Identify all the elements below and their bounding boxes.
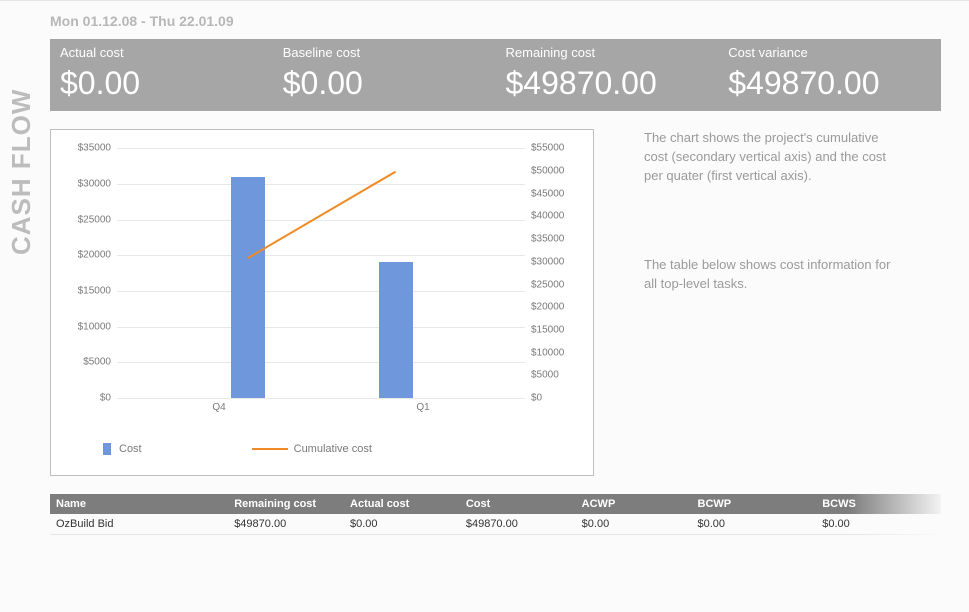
right-axis-tick-label: $25000 xyxy=(531,279,579,290)
cost-table: NameRemaining costActual costCostACWPBCW… xyxy=(50,494,941,535)
table-cell: $49870.00 xyxy=(460,514,576,535)
table-cell: OzBuild Bid xyxy=(50,514,228,535)
chart-bar xyxy=(379,262,413,398)
summary-label: Actual cost xyxy=(60,45,263,60)
summary-value: $0.00 xyxy=(283,66,486,101)
left-axis-tick-label: $15000 xyxy=(67,286,111,297)
page-title-vertical: CASH FLOW xyxy=(6,89,37,255)
summary-value: $49870.00 xyxy=(728,66,931,101)
left-axis-tick-label: $25000 xyxy=(67,214,111,225)
table-header-cell: BCWP xyxy=(692,494,817,514)
x-axis-label: Q4 xyxy=(117,398,321,413)
table-row: OzBuild Bid$49870.00$0.00$49870.00$0.00$… xyxy=(50,514,941,535)
legend-label: Cumulative cost xyxy=(294,443,372,455)
legend-swatch-bar xyxy=(103,443,111,455)
summary-label: Remaining cost xyxy=(506,45,709,60)
summary-value: $49870.00 xyxy=(506,66,709,101)
right-axis-tick-label: $45000 xyxy=(531,188,579,199)
left-axis-tick-label: $35000 xyxy=(67,143,111,154)
legend-item: Cost xyxy=(103,443,142,455)
table-header-cell: ACWP xyxy=(576,494,692,514)
right-axis-tick-label: $10000 xyxy=(531,347,579,358)
table-cell: $0.00 xyxy=(692,514,817,535)
left-axis-tick-label: $10000 xyxy=(67,321,111,332)
chart-gridline xyxy=(117,398,525,399)
x-axis-label: Q1 xyxy=(321,398,525,413)
chart-gridline xyxy=(117,291,525,292)
table-header-cell: Actual cost xyxy=(344,494,460,514)
chart-explanation-p1: The chart shows the project's cumulative… xyxy=(644,129,904,186)
summary-label: Cost variance xyxy=(728,45,931,60)
legend-swatch-line xyxy=(252,448,288,450)
legend-label: Cost xyxy=(119,443,142,455)
table-cell: $49870.00 xyxy=(228,514,344,535)
right-axis-tick-label: $30000 xyxy=(531,256,579,267)
table-cell: $0.00 xyxy=(344,514,460,535)
chart-gridline xyxy=(117,184,525,185)
table-header-cell: Cost xyxy=(460,494,576,514)
summary-col: Actual cost $0.00 xyxy=(50,45,273,101)
right-axis-tick-label: $35000 xyxy=(531,234,579,245)
summary-col: Baseline cost $0.00 xyxy=(273,45,496,101)
left-axis-tick-label: $5000 xyxy=(67,357,111,368)
table-header-cell: BCWS xyxy=(816,494,941,514)
chart-gridline xyxy=(117,148,525,149)
summary-label: Baseline cost xyxy=(283,45,486,60)
summary-col: Remaining cost $49870.00 xyxy=(496,45,719,101)
chart-explanation-p2: The table below shows cost information f… xyxy=(644,256,904,294)
summary-value: $0.00 xyxy=(60,66,263,101)
chart-gridline xyxy=(117,220,525,221)
left-axis-tick-label: $0 xyxy=(67,393,111,404)
table-header-cell: Remaining cost xyxy=(228,494,344,514)
cost-chart: $0 $5000 $10000 $15000 $20000 $25000 $30000 $35… xyxy=(50,129,594,476)
chart-explanation: The chart shows the project's cumulative… xyxy=(644,129,904,363)
summary-col: Cost variance $49870.00 xyxy=(718,45,941,101)
right-axis-tick-label: $5000 xyxy=(531,370,579,381)
left-axis-tick-label: $30000 xyxy=(67,178,111,189)
table-cell: $0.00 xyxy=(816,514,941,535)
right-axis-tick-label: $0 xyxy=(531,393,579,404)
chart-gridline xyxy=(117,255,525,256)
chart-gridline xyxy=(117,362,525,363)
cost-table-wrap: NameRemaining costActual costCostACWPBCW… xyxy=(50,494,941,535)
table-header-cell: Name xyxy=(50,494,228,514)
chart-gridline xyxy=(117,327,525,328)
right-axis-tick-label: $20000 xyxy=(531,302,579,313)
table-cell: $0.00 xyxy=(576,514,692,535)
left-axis-tick-label: $20000 xyxy=(67,250,111,261)
date-range: Mon 01.12.08 - Thu 22.01.09 xyxy=(50,13,941,29)
right-axis-tick-label: $15000 xyxy=(531,325,579,336)
summary-bar: Actual cost $0.00 Baseline cost $0.00 Remain… xyxy=(50,39,941,111)
legend-item: Cumulative cost xyxy=(252,443,372,455)
right-axis-tick-label: $55000 xyxy=(531,143,579,154)
chart-bar xyxy=(231,177,265,398)
right-axis-tick-label: $40000 xyxy=(531,211,579,222)
right-axis-tick-label: $50000 xyxy=(531,165,579,176)
chart-legend: Cost Cumulative cost xyxy=(103,443,581,455)
